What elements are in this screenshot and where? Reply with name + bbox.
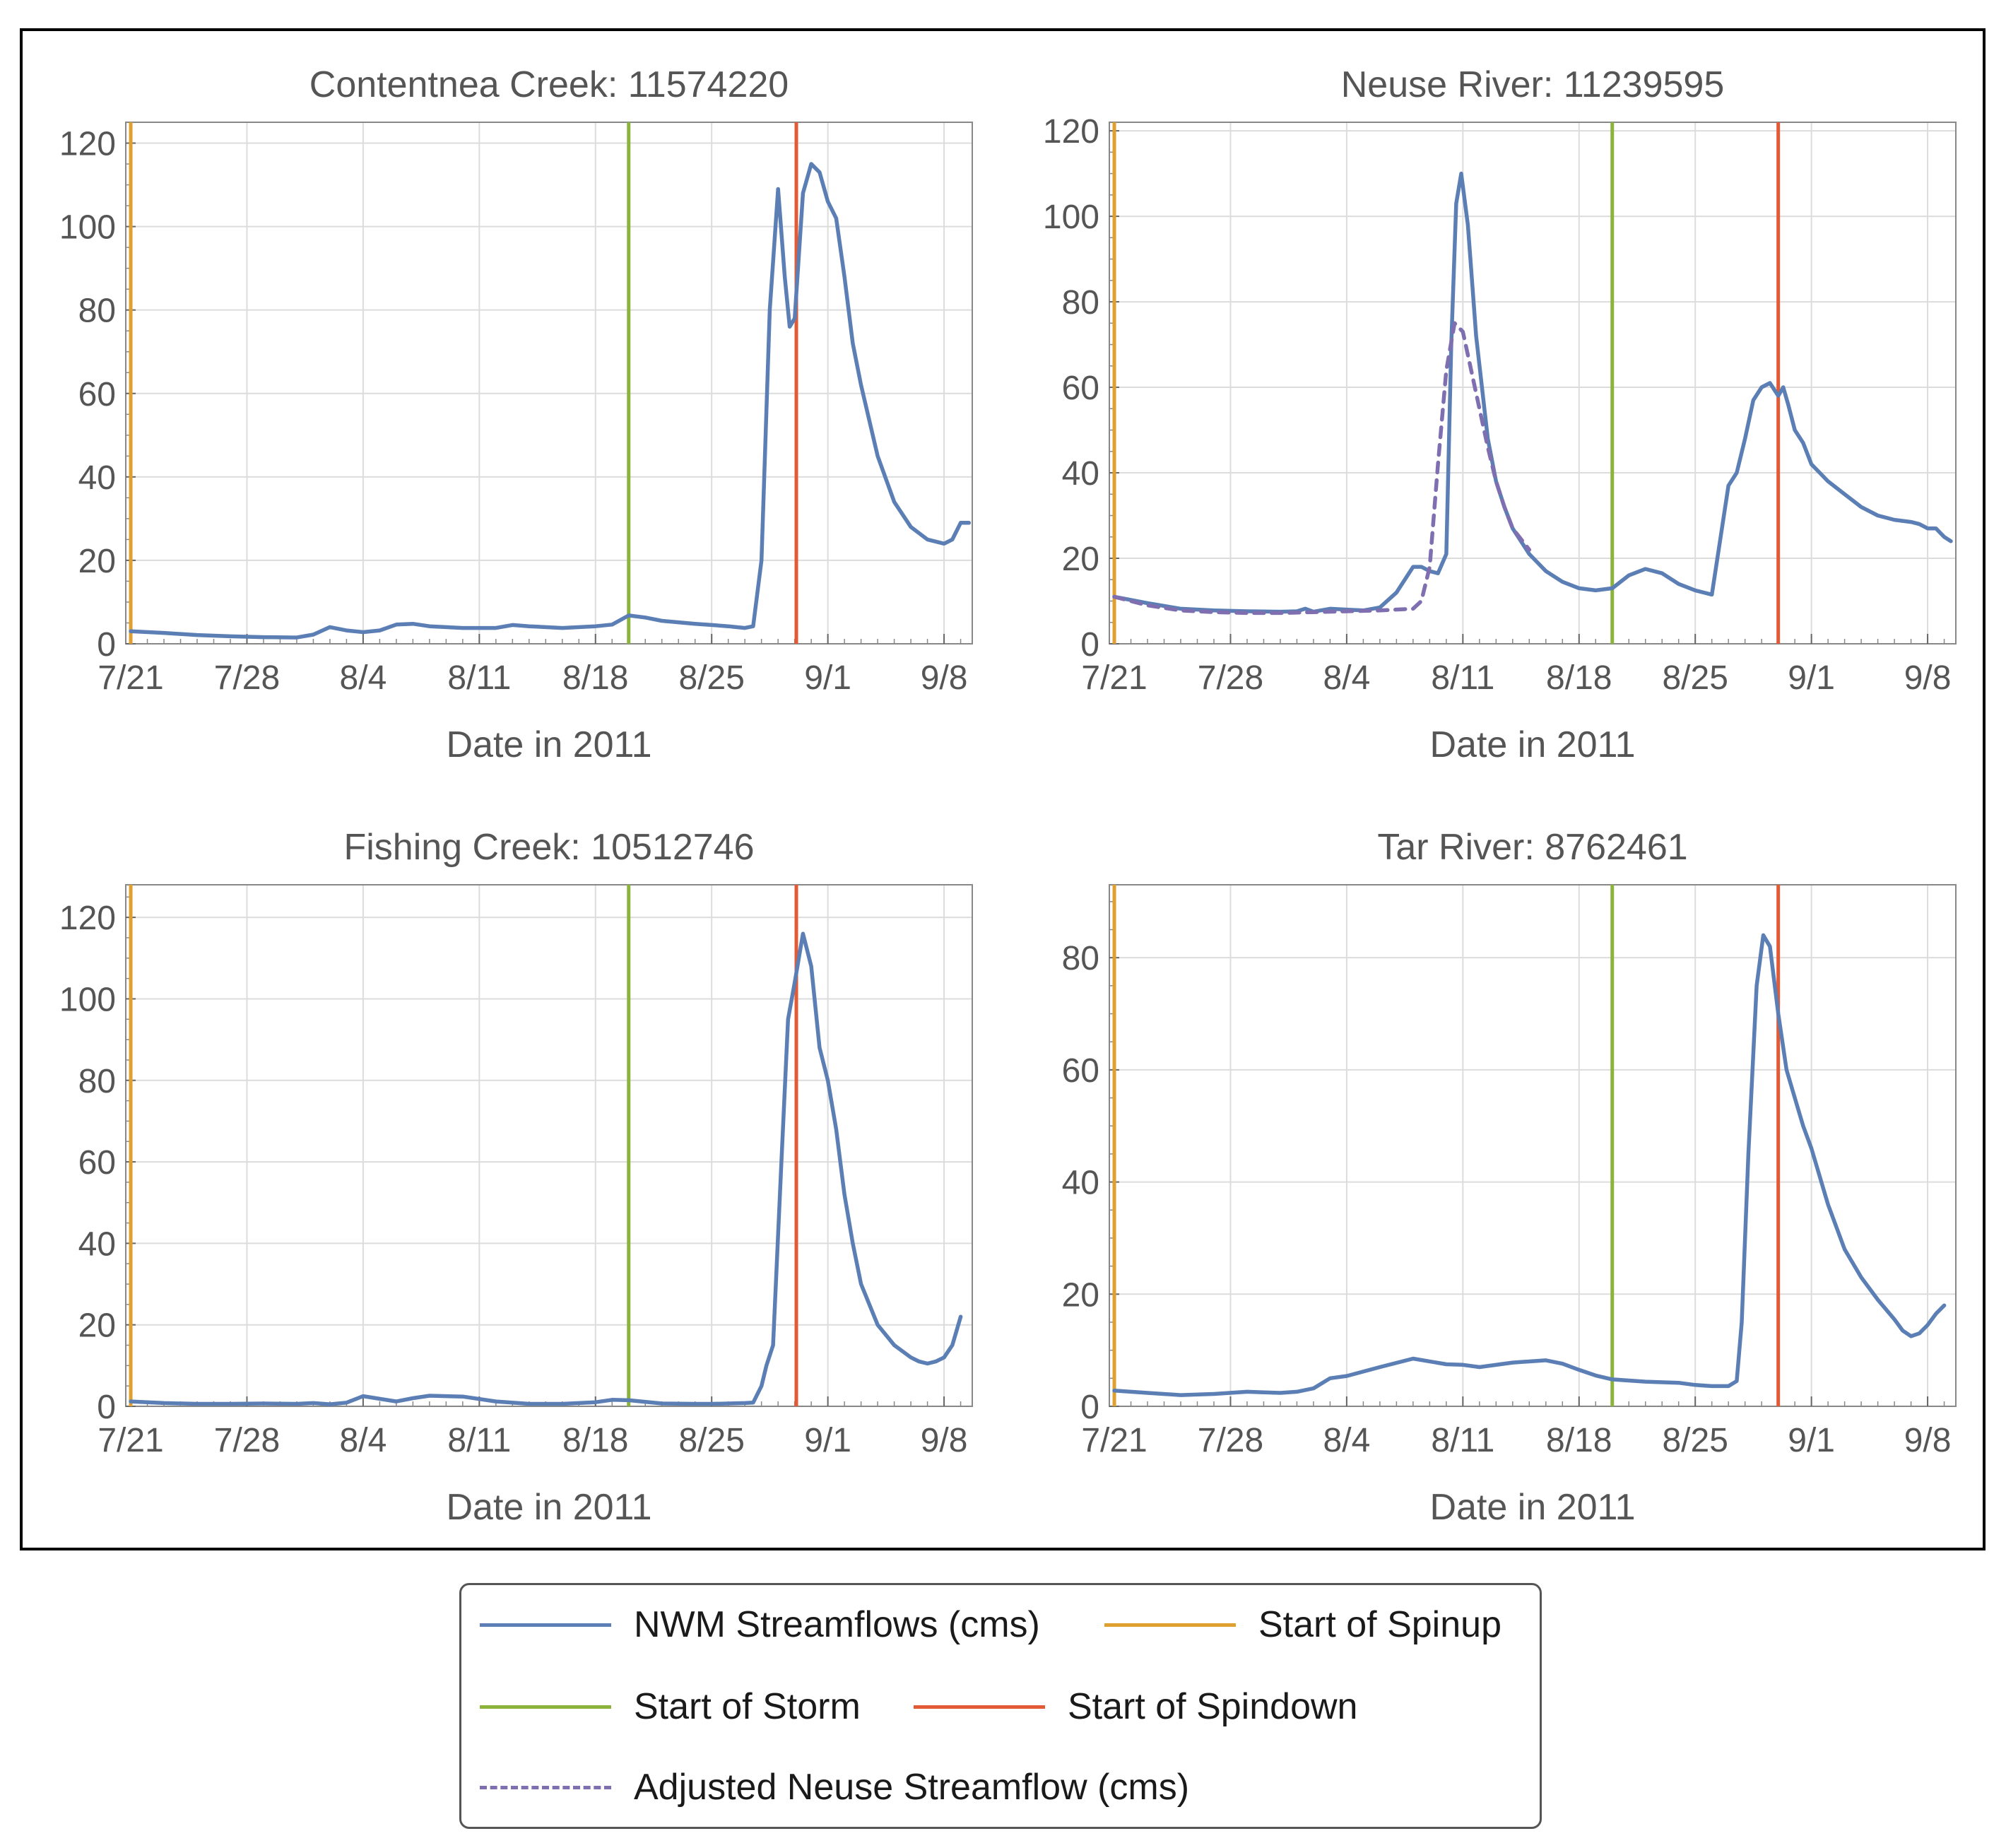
legend-swatch-spindown xyxy=(914,1705,1045,1709)
x-tick-label: 8/4 xyxy=(1323,1422,1371,1459)
y-tick-label: 120 xyxy=(1043,113,1099,151)
legend-swatch-storm xyxy=(480,1705,611,1709)
legend-swatch-spinup xyxy=(1104,1623,1236,1627)
x-tick-label: 8/18 xyxy=(562,659,628,697)
y-tick-label: 60 xyxy=(1062,1052,1099,1090)
y-tick-label: 60 xyxy=(78,376,116,413)
y-tick-label: 20 xyxy=(78,543,116,580)
x-tick-label: 8/25 xyxy=(1662,659,1728,697)
y-tick-label: 80 xyxy=(1062,284,1099,322)
x-tick-label: 8/18 xyxy=(1546,659,1612,697)
series-streamflow-line xyxy=(1112,171,1953,614)
x-tick-label: 9/8 xyxy=(921,1422,968,1459)
x-axis-label: Date in 2011 xyxy=(446,724,651,765)
x-tick-label: 7/28 xyxy=(1198,659,1263,697)
series-streamflow-line xyxy=(129,162,972,640)
x-tick-label: 9/8 xyxy=(1904,1422,1952,1459)
chart-panel-2: 0 20 40 60 80 100 120 7/21 7/28 8/4 8/11 8/18 8/25 9/… xyxy=(1043,64,1957,765)
x-tick-label: 9/1 xyxy=(1788,659,1835,697)
legend-label-adjusted: Adjusted Neuse Streamflow (cms) xyxy=(634,1767,1190,1808)
x-tick-label: 8/4 xyxy=(340,1422,387,1459)
legend-label-storm: Start of Storm xyxy=(634,1686,861,1727)
y-tick-label: 20 xyxy=(78,1307,116,1345)
x-tick-label: 9/8 xyxy=(921,659,968,697)
chart-panel-4: 0 20 40 60 80 7/21 7/28 8/4 8/11 8/18 8/25 9/1 9/8 Ta… xyxy=(1062,827,1957,1528)
x-axis-label: Date in 2011 xyxy=(446,1487,651,1528)
y-tick-label: 0 xyxy=(1080,626,1099,664)
chart-title: Neuse River: 11239595 xyxy=(1341,64,1725,105)
chart-panel-3: 0 20 40 60 80 100 120 7/21 7/28 8/4 8/11 8/18 8/25 9/… xyxy=(59,827,973,1528)
x-tick-label: 7/28 xyxy=(214,1422,280,1459)
legend-swatch-nwm xyxy=(480,1623,611,1627)
y-tick-label: 40 xyxy=(78,459,116,497)
x-tick-label: 9/1 xyxy=(1788,1422,1835,1459)
x-tick-label: 8/11 xyxy=(447,659,511,697)
x-tick-label: 8/11 xyxy=(447,1422,511,1459)
x-tick-label: 7/21 xyxy=(1081,659,1147,697)
x-tick-label: 8/11 xyxy=(1431,1422,1494,1459)
y-tick-label: 0 xyxy=(97,626,116,664)
y-tick-label: 80 xyxy=(78,1063,116,1100)
y-tick-label: 0 xyxy=(97,1389,116,1426)
legend-item-spinup: Start of Spinup xyxy=(1104,1603,1501,1646)
y-tick-label: 60 xyxy=(78,1144,116,1182)
y-tick-label: 100 xyxy=(1043,199,1099,236)
y-tick-label: 100 xyxy=(59,981,116,1018)
x-tick-label: 8/18 xyxy=(562,1422,628,1459)
y-tick-label: 60 xyxy=(1062,370,1099,407)
legend-item-spindown: Start of Spindown xyxy=(914,1685,1357,1728)
chart-title: Fishing Creek: 10512746 xyxy=(343,827,754,868)
x-tick-label: 8/25 xyxy=(1662,1422,1728,1459)
y-tick-label: 80 xyxy=(78,293,116,330)
y-tick-label: 20 xyxy=(1062,541,1099,578)
plot-frame xyxy=(125,122,973,645)
legend-swatch-adjusted xyxy=(480,1785,611,1789)
chart-title: Contentnea Creek: 11574220 xyxy=(309,64,789,105)
x-tick-label: 8/4 xyxy=(340,659,387,697)
x-tick-label: 8/4 xyxy=(1323,659,1371,697)
x-tick-label: 8/25 xyxy=(678,1422,744,1459)
y-tick-label: 120 xyxy=(59,900,116,937)
series-streamflow-line xyxy=(129,931,963,1406)
x-axis-label: Date in 2011 xyxy=(1429,1487,1635,1528)
x-tick-label: 8/11 xyxy=(1431,659,1494,697)
y-tick-label: 40 xyxy=(1062,455,1099,493)
x-tick-label: 9/8 xyxy=(1904,659,1952,697)
x-tick-label: 9/1 xyxy=(804,659,851,697)
x-tick-label: 7/21 xyxy=(1081,1422,1147,1459)
legend-item-storm: Start of Storm xyxy=(480,1685,861,1728)
chart-title: Tar River: 8762461 xyxy=(1377,827,1687,868)
y-tick-label: 80 xyxy=(1062,940,1099,977)
y-tick-label: 40 xyxy=(1062,1165,1099,1202)
chart-panel-1: 0 20 40 60 80 100 120 7/21 7/28 8/4 8/11 8/18 8/25 9/… xyxy=(59,64,973,765)
x-tick-label: 8/25 xyxy=(678,659,744,697)
legend-label-nwm: NWM Streamflows (cms) xyxy=(634,1604,1040,1645)
x-tick-label: 7/28 xyxy=(1198,1422,1263,1459)
plot-frame xyxy=(125,884,973,1407)
legend-label-spinup: Start of Spinup xyxy=(1258,1604,1501,1645)
plot-frame xyxy=(1109,884,1957,1407)
x-tick-label: 7/21 xyxy=(98,659,163,697)
series-adjusted-line xyxy=(1112,321,1532,616)
plot-frame xyxy=(1109,122,1957,645)
x-axis-label: Date in 2011 xyxy=(1429,724,1635,765)
legend-item-adjusted: Adjusted Neuse Streamflow (cms) xyxy=(480,1766,1189,1808)
x-tick-label: 7/21 xyxy=(98,1422,163,1459)
x-tick-label: 8/18 xyxy=(1546,1422,1612,1459)
y-tick-label: 20 xyxy=(1062,1276,1099,1314)
x-tick-label: 9/1 xyxy=(804,1422,851,1459)
y-tick-label: 0 xyxy=(1080,1389,1099,1426)
legend-item-nwm: NWM Streamflows (cms) xyxy=(480,1603,1040,1646)
x-tick-label: 7/28 xyxy=(214,659,280,697)
y-tick-label: 40 xyxy=(78,1225,116,1263)
figure-frame xyxy=(20,28,1986,1550)
y-tick-label: 120 xyxy=(59,126,116,163)
series-streamflow-line xyxy=(1112,933,1947,1397)
y-tick-label: 100 xyxy=(59,209,116,247)
legend: NWM Streamflows (cms) Start of Spinup St… xyxy=(459,1583,1542,1829)
legend-label-spindown: Start of Spindown xyxy=(1068,1686,1358,1727)
